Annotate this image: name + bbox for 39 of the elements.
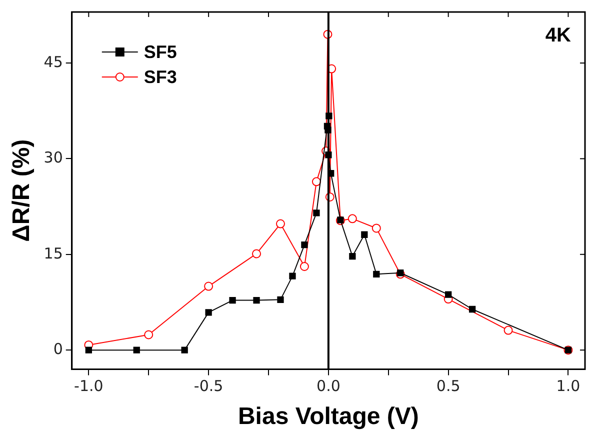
x-tick-label: 0.5 xyxy=(436,377,460,396)
point xyxy=(229,296,236,304)
point xyxy=(372,224,381,233)
x-axis-title: Bias Voltage (V) xyxy=(238,403,419,430)
legend-label: SF3 xyxy=(144,66,177,87)
x-tick-label: -1.0 xyxy=(74,377,104,396)
point xyxy=(349,252,356,260)
point xyxy=(397,270,404,276)
point xyxy=(253,296,260,304)
x-tick-label: -0.5 xyxy=(194,377,224,396)
point xyxy=(445,291,452,298)
y-axis-title: ΔR/R (%) xyxy=(8,139,36,242)
y-tick-label: 30 xyxy=(44,148,63,167)
point xyxy=(313,210,320,216)
point xyxy=(133,346,140,354)
point xyxy=(312,177,321,186)
x-tick-label: 1.0 xyxy=(556,377,580,396)
legend-label: SF5 xyxy=(144,42,177,62)
point xyxy=(181,346,188,354)
y-tick-label: 15 xyxy=(44,244,63,262)
point xyxy=(348,214,357,224)
point xyxy=(468,306,476,313)
point xyxy=(205,309,212,316)
point xyxy=(289,272,296,280)
point xyxy=(252,249,262,258)
point xyxy=(504,326,513,335)
point xyxy=(85,346,92,354)
point xyxy=(276,219,285,228)
point xyxy=(277,296,284,303)
point xyxy=(301,241,308,248)
x-tick-label: 0.0 xyxy=(316,377,340,396)
point xyxy=(300,262,309,272)
point xyxy=(204,282,214,291)
y-tick-label: 45 xyxy=(44,52,63,71)
point xyxy=(361,231,368,238)
point xyxy=(373,270,380,278)
annotation: 4K xyxy=(545,24,572,47)
y-tick-label: 0 xyxy=(53,340,63,358)
point xyxy=(144,330,154,340)
